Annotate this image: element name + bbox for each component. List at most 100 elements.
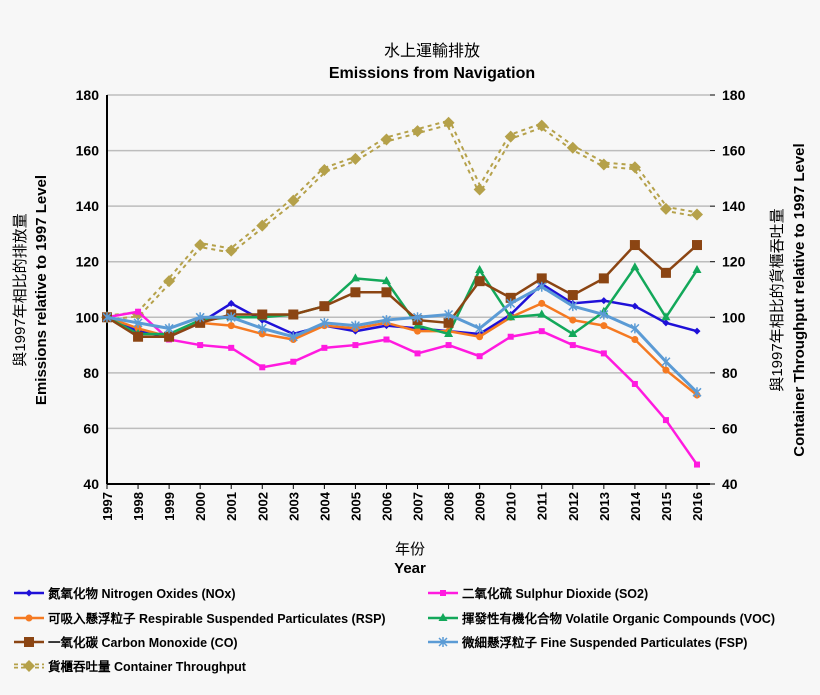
y-right-tick-label: 40 bbox=[722, 476, 738, 492]
y-right-tick-label: 120 bbox=[722, 254, 746, 270]
data-point bbox=[692, 265, 702, 274]
data-point bbox=[476, 333, 484, 341]
x-axis-label-zh: 年份 bbox=[395, 541, 425, 558]
data-point bbox=[662, 366, 670, 374]
data-point bbox=[599, 309, 609, 320]
data-point bbox=[164, 323, 174, 334]
data-point bbox=[475, 323, 485, 334]
legend-item: 一氧化碳 Carbon Monoxide (CO) bbox=[14, 635, 238, 650]
data-point bbox=[381, 287, 392, 298]
data-point bbox=[445, 342, 452, 349]
data-point bbox=[662, 417, 669, 424]
data-point bbox=[438, 637, 448, 647]
x-tick-label: 2004 bbox=[317, 491, 332, 521]
data-point bbox=[600, 322, 608, 330]
y-axis-right-label-zh: 與1997年相比的貨櫃吞吐量 bbox=[769, 208, 786, 391]
data-point bbox=[288, 309, 299, 320]
data-point bbox=[567, 290, 578, 301]
x-tick-label: 2005 bbox=[348, 492, 363, 521]
data-point bbox=[507, 333, 514, 340]
data-point bbox=[538, 299, 546, 307]
x-tick-label: 2009 bbox=[473, 492, 488, 521]
data-point bbox=[598, 273, 609, 284]
y-right-tick-label: 60 bbox=[722, 420, 738, 436]
data-point bbox=[350, 320, 360, 331]
x-tick-label: 2010 bbox=[504, 492, 519, 521]
data-point bbox=[133, 317, 143, 328]
data-point bbox=[631, 302, 639, 310]
series-line bbox=[106, 119, 698, 321]
data-point bbox=[414, 350, 421, 357]
x-tick-label: 2012 bbox=[566, 492, 581, 521]
data-point bbox=[535, 119, 548, 132]
data-point bbox=[693, 327, 701, 335]
data-point bbox=[506, 312, 516, 321]
data-point bbox=[631, 336, 639, 344]
data-point bbox=[506, 298, 516, 309]
data-point bbox=[350, 287, 361, 298]
x-axis-label: Year bbox=[394, 560, 426, 577]
data-point bbox=[629, 240, 640, 251]
data-point bbox=[163, 275, 176, 288]
data-point bbox=[412, 312, 423, 323]
x-tick-label: 2014 bbox=[628, 491, 643, 521]
x-tick-label: 2016 bbox=[690, 492, 705, 521]
series-line bbox=[106, 243, 698, 338]
legend-label: 一氧化碳 Carbon Monoxide (CO) bbox=[48, 635, 238, 650]
legend-label: 微細懸浮粒子 Fine Suspended Particulates (FSP) bbox=[461, 635, 747, 650]
data-point bbox=[226, 312, 236, 323]
data-point bbox=[134, 324, 142, 332]
series-line bbox=[106, 310, 699, 466]
data-point bbox=[476, 353, 483, 360]
legend-label: 貨櫃吞吐量 Container Throughput bbox=[48, 659, 247, 674]
data-point bbox=[24, 637, 34, 647]
y-left-tick-label: 40 bbox=[83, 476, 99, 492]
legend-item: 揮發性有機化合物 Volatile Organic Compounds (VOC… bbox=[428, 611, 775, 626]
data-point bbox=[352, 342, 359, 349]
data-point bbox=[692, 387, 702, 398]
y-axis-left-label-zh: 與1997年相比的排放量 bbox=[12, 213, 29, 366]
data-point bbox=[597, 158, 610, 171]
data-point bbox=[566, 141, 579, 154]
data-point bbox=[628, 161, 641, 174]
chart-title: 水上運輸排放 bbox=[384, 42, 480, 60]
legend-label: 二氧化硫 Sulphur Dioxide (SO2) bbox=[462, 586, 648, 601]
data-point bbox=[135, 308, 142, 315]
y-left-tick-label: 180 bbox=[76, 87, 100, 103]
data-point bbox=[569, 316, 577, 324]
y-left-tick-label: 100 bbox=[76, 309, 100, 325]
x-tick-label: 2003 bbox=[286, 492, 301, 521]
data-point bbox=[23, 660, 35, 672]
y-left-tick-label: 160 bbox=[76, 143, 100, 159]
data-point bbox=[259, 364, 266, 371]
data-point bbox=[258, 330, 266, 338]
data-point bbox=[630, 262, 640, 271]
data-point bbox=[505, 292, 516, 303]
data-point bbox=[225, 244, 238, 257]
data-point bbox=[538, 328, 545, 335]
data-point bbox=[227, 299, 235, 307]
data-point bbox=[443, 317, 454, 328]
y-right-tick-label: 80 bbox=[722, 365, 738, 381]
data-point bbox=[380, 133, 393, 146]
series-line bbox=[106, 265, 699, 336]
legend-label: 揮發性有機化合物 Volatile Organic Compounds (VOC… bbox=[462, 611, 775, 626]
data-point bbox=[662, 319, 670, 327]
x-tick-label: 1999 bbox=[162, 492, 177, 521]
data-point bbox=[536, 273, 547, 284]
data-point bbox=[25, 589, 33, 597]
series-line-gap bbox=[106, 121, 698, 319]
legend-label: 氮氧化物 Nitrogen Oxides (NOx) bbox=[48, 586, 236, 601]
data-point bbox=[504, 130, 517, 143]
data-point bbox=[474, 276, 485, 287]
y-left-tick-label: 120 bbox=[76, 254, 100, 270]
x-tick-label: 2006 bbox=[379, 492, 394, 521]
data-point bbox=[349, 152, 362, 165]
data-point bbox=[288, 331, 298, 342]
data-point bbox=[692, 240, 702, 251]
data-point bbox=[102, 312, 112, 323]
data-point bbox=[569, 342, 576, 349]
data-point bbox=[600, 350, 607, 357]
data-point bbox=[444, 309, 454, 320]
